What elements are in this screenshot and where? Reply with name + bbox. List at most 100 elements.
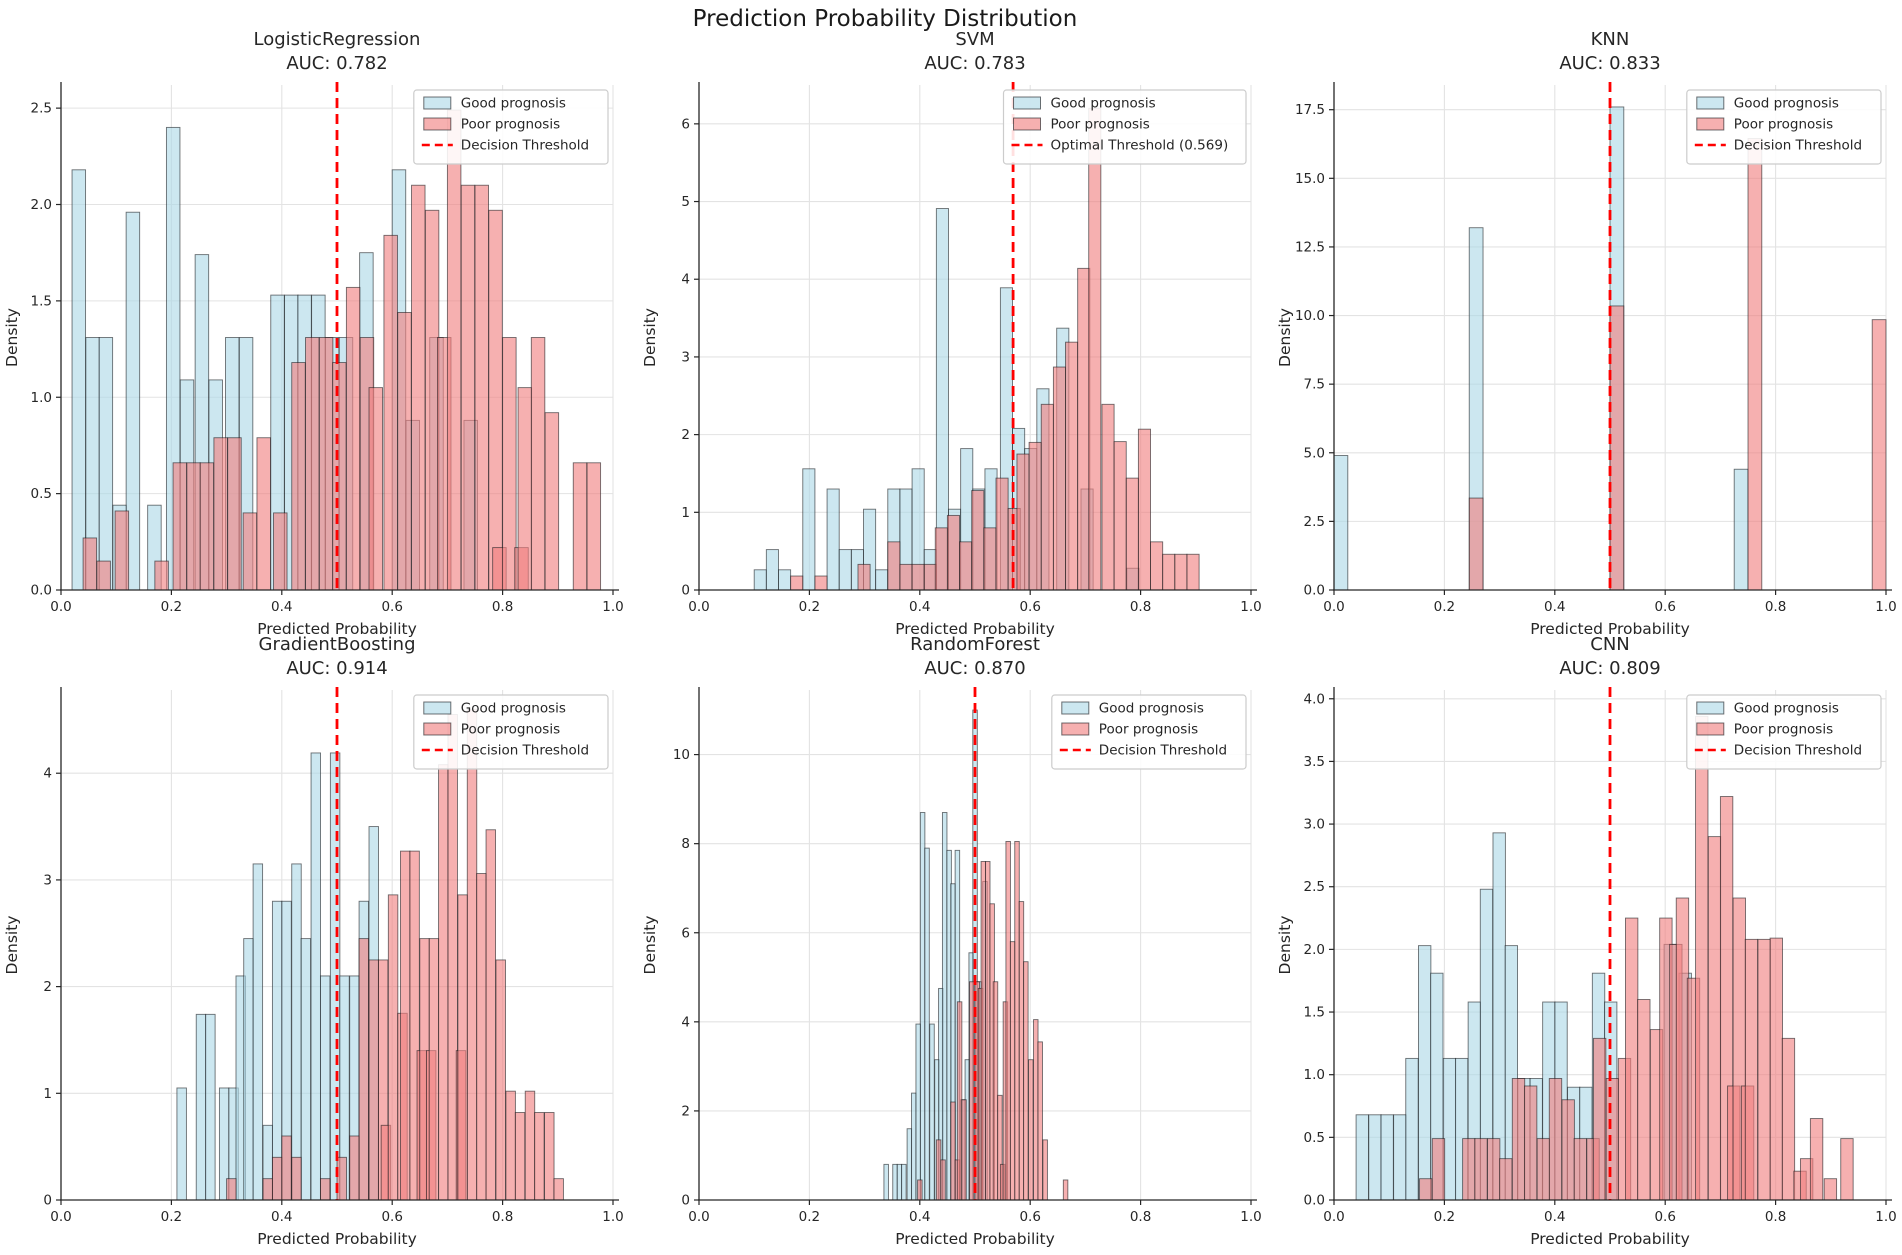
subplot-logistic-regression: LogisticRegression AUC: 0.782 0.0 0.2 0.4 0.6… <box>3 29 624 638</box>
y-axis-label: Density <box>641 308 659 367</box>
histogram-bar <box>345 286 361 591</box>
histogram-bar <box>980 861 987 1201</box>
histogram-bar <box>901 1163 907 1201</box>
histogram-bar <box>114 510 130 591</box>
histogram-bar <box>899 563 913 591</box>
legend: Good prognosis Poor prognosis Decision Thr… <box>1686 89 1882 165</box>
histogram-bar <box>1840 1138 1854 1201</box>
legend-label: Optimal Threshold (0.569) <box>1051 138 1229 154</box>
x-tick-label: 0.8 <box>1765 1209 1786 1225</box>
subplot-auc-label: AUC: 0.782 <box>286 53 387 74</box>
x-tick-label: 0.0 <box>1323 599 1344 615</box>
legend-label: Poor prognosis <box>1734 117 1833 133</box>
histogram-bar <box>826 488 840 591</box>
legend: Good prognosis Poor prognosis Decision Thr… <box>1051 694 1247 770</box>
histogram-bar <box>1747 138 1763 591</box>
legend-label: Poor prognosis <box>1099 722 1198 738</box>
histogram-bar <box>428 938 440 1201</box>
y-tick-label: 2.5 <box>31 101 52 117</box>
histogram-bar <box>544 412 560 591</box>
histogram-bar <box>1052 366 1066 591</box>
subplot-auc-label: AUC: 0.783 <box>924 53 1025 74</box>
histogram-bar <box>1536 1138 1551 1201</box>
y-tick-label: 1.0 <box>1304 1067 1325 1083</box>
good-prognosis-bars <box>1333 106 1749 591</box>
histogram-bar <box>226 1178 237 1201</box>
histogram-bar <box>495 959 506 1201</box>
x-tick-label: 0.4 <box>909 1209 930 1225</box>
histogram-bar <box>1561 1099 1575 1201</box>
y-tick-label: 0 <box>681 1193 690 1209</box>
y-tick-label: 7.5 <box>1304 377 1325 393</box>
histogram-bar <box>1062 1179 1069 1201</box>
legend-label: Poor prognosis <box>1734 722 1833 738</box>
subplot-title: KNN <box>1591 29 1630 50</box>
histogram-bar <box>1014 840 1020 1201</box>
y-tick-label: 1.5 <box>1304 1005 1325 1021</box>
y-tick-label: 3 <box>43 872 52 888</box>
legend-label: Poor prognosis <box>461 117 560 133</box>
x-tick-label: 0.6 <box>1019 599 1040 615</box>
histogram-bar <box>1040 403 1054 591</box>
poor-prognosis-swatch <box>423 722 452 736</box>
histogram-bar <box>1707 836 1722 1201</box>
histogram-bar <box>1781 1037 1796 1201</box>
x-tick-label: 0.2 <box>799 599 820 615</box>
histogram-bar <box>553 1178 564 1201</box>
histogram-bar <box>1744 938 1759 1201</box>
histogram-bar <box>466 708 478 1201</box>
x-axis-label: Predicted Probability <box>895 1230 1055 1248</box>
x-tick-label: 1.0 <box>1875 599 1896 615</box>
histogram-bar <box>1625 917 1639 1201</box>
histogram-bar <box>154 560 169 591</box>
histogram-bar <box>446 109 462 591</box>
y-tick-label: 4 <box>681 1014 690 1030</box>
histogram-bar <box>941 812 948 1201</box>
y-axis-label: Density <box>1276 916 1294 975</box>
poor-prognosis-swatch <box>423 117 452 131</box>
histogram-bar <box>387 894 399 1201</box>
histogram-bar <box>186 462 201 591</box>
histogram-bar <box>883 1163 889 1201</box>
histogram-bar <box>1592 1037 1607 1201</box>
y-tick-label: 0 <box>681 583 690 599</box>
histogram-bar <box>906 1128 913 1201</box>
histogram-bar <box>1487 1138 1501 1201</box>
histogram-bar <box>1065 341 1079 591</box>
subplot-auc-label: AUC: 0.870 <box>924 658 1025 679</box>
histogram-bar <box>195 1013 207 1201</box>
histogram-bar <box>205 1013 216 1201</box>
histogram-bar <box>368 959 379 1201</box>
legend-label: Good prognosis <box>1734 701 1839 717</box>
good-prognosis-swatch <box>423 701 452 715</box>
histogram-bar <box>971 490 985 591</box>
histogram-bar <box>358 938 370 1201</box>
histogram-bar <box>271 900 283 1201</box>
good-prognosis-swatch <box>1696 96 1725 110</box>
y-tick-label: 4 <box>43 766 52 782</box>
histogram-bar <box>1023 961 1029 1201</box>
legend-label: Decision Threshold <box>1734 743 1862 759</box>
histogram-bar <box>349 1135 360 1201</box>
histogram-bar <box>281 1135 292 1201</box>
histogram-bar <box>336 1156 347 1201</box>
histogram-bar <box>1511 1078 1526 1201</box>
histogram-bar <box>1125 477 1139 591</box>
histogram-bar <box>838 549 852 591</box>
y-tick-label: 10.0 <box>1295 308 1325 324</box>
y-tick-label: 1 <box>681 505 690 521</box>
histogram-bar <box>956 1001 963 1201</box>
histogram-bar <box>1028 1059 1034 1201</box>
x-axis-label: Predicted Probability <box>1530 1230 1690 1248</box>
histogram-bar <box>172 462 188 591</box>
x-axis-label: Predicted Probability <box>895 620 1055 638</box>
histogram-bar <box>1016 453 1030 591</box>
legend-label: Good prognosis <box>1051 96 1156 112</box>
histogram-bar <box>1101 403 1115 591</box>
histogram-bar <box>1823 1178 1838 1201</box>
histogram-bar <box>243 938 254 1201</box>
histogram-bar <box>1419 1178 1433 1201</box>
y-tick-label: 2.5 <box>1304 879 1325 895</box>
